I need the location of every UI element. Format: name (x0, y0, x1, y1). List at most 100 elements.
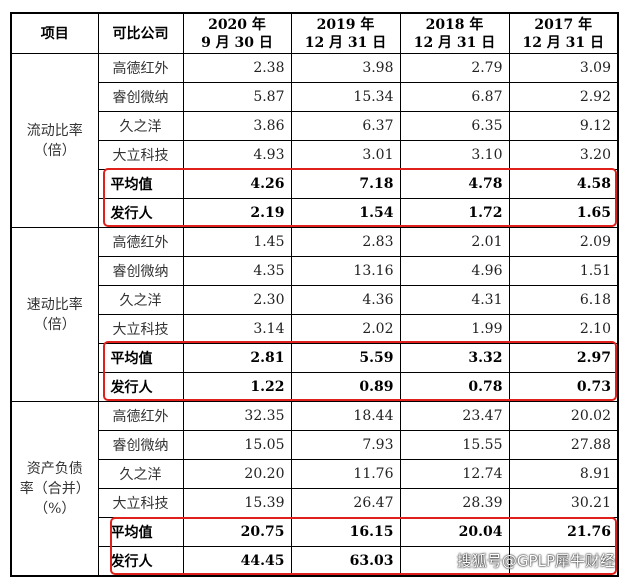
company-name: 睿创微纳 (97, 82, 184, 112)
value-cell: 1.99 (399, 314, 510, 344)
value-cell: 1.45 (182, 227, 292, 257)
value-cell: 2.97 (508, 343, 619, 373)
value-cell: 27.88 (508, 430, 619, 460)
table-row: 久之洋 20.20 11.76 12.74 8.91 (11, 459, 619, 489)
value-cell (508, 546, 619, 577)
company-name: 大立科技 (97, 314, 184, 344)
value-cell: 3.86 (182, 111, 292, 141)
company-name: 平均值 (97, 343, 184, 373)
table-row: 久之洋 3.86 6.37 6.35 9.12 (11, 111, 619, 141)
value-cell: 6.18 (508, 285, 619, 315)
table-row: 平均值 20.75 16.15 20.04 21.76 (11, 517, 619, 547)
value-cell (399, 546, 510, 577)
company-name: 久之洋 (97, 111, 184, 141)
value-cell: 23.47 (399, 401, 510, 431)
company-name: 睿创微纳 (97, 430, 184, 460)
value-cell: 2.83 (290, 227, 401, 257)
column-header: 2017 年 12 月 31 日 (508, 12, 619, 54)
value-cell: 3.20 (508, 140, 619, 170)
value-cell: 3.32 (399, 343, 510, 373)
value-cell: 4.96 (399, 256, 510, 286)
value-cell: 20.20 (182, 459, 292, 489)
table-row: 速动比率 （倍） 高德红外 1.45 2.83 2.01 2.09 (10, 227, 619, 402)
value-cell: 3.01 (290, 140, 401, 170)
table-row: 平均值 2.81 5.59 3.32 2.97 (11, 343, 619, 373)
company-name: 平均值 (97, 169, 184, 199)
value-cell: 8.91 (508, 459, 619, 489)
value-cell: 11.76 (290, 459, 401, 489)
value-cell: 30.21 (508, 488, 619, 518)
value-cell: 7.93 (290, 430, 401, 460)
value-cell: 28.39 (399, 488, 510, 518)
table-row: 睿创微纳 4.35 13.16 4.96 1.51 (11, 256, 619, 286)
company-name: 发行人 (97, 372, 184, 402)
value-cell: 5.59 (290, 343, 401, 373)
value-cell: 15.05 (182, 430, 292, 460)
watermark: 搜狐号@GPLP犀牛财经 (456, 552, 615, 570)
table-row: 睿创微纳 5.87 15.34 6.87 2.92 (11, 82, 619, 112)
value-cell: 2.09 (508, 227, 619, 257)
value-cell: 2.02 (290, 314, 401, 344)
value-cell: 2.92 (508, 82, 619, 112)
value-cell: 26.47 (290, 488, 401, 518)
value-cell: 9.12 (508, 111, 619, 141)
table-row: 发行人 44.45 63.03 (11, 546, 619, 577)
value-cell: 15.39 (182, 488, 292, 518)
table-row: 平均值 4.26 7.18 4.78 4.58 (11, 169, 619, 199)
value-cell: 1.22 (182, 372, 292, 402)
company-name: 高德红外 (97, 227, 184, 257)
value-cell: 4.26 (182, 169, 292, 199)
table-row: 发行人 1.22 0.89 0.78 0.73 (11, 372, 619, 402)
table-row: 资产负债 率（合并） （%） 高德红外 32.35 18.44 23.47 20.02 (10, 401, 619, 577)
value-cell: 1.65 (508, 198, 619, 228)
company-name: 发行人 (97, 546, 184, 577)
table-row: 发行人 2.19 1.54 1.72 1.65 (11, 198, 619, 228)
value-cell: 6.37 (290, 111, 401, 141)
table-row: 久之洋 2.30 4.36 4.31 6.18 (11, 285, 619, 315)
value-cell: 1.72 (399, 198, 510, 228)
value-cell: 32.35 (182, 401, 292, 431)
table-row: 流动比率 （倍） 高德红外 2.38 3.98 2.79 3.09 (10, 53, 619, 228)
value-cell: 2.01 (399, 227, 510, 257)
value-cell: 1.54 (290, 198, 401, 228)
value-cell: 3.10 (399, 140, 510, 170)
column-header: 2018 年 12 月 31 日 (399, 12, 510, 54)
value-cell: 4.31 (399, 285, 510, 315)
value-cell: 2.10 (508, 314, 619, 344)
table-row: 大立科技 3.14 2.02 1.99 2.10 (11, 314, 619, 344)
value-cell: 3.14 (182, 314, 292, 344)
value-cell: 5.87 (182, 82, 292, 112)
value-cell: 21.76 (508, 517, 619, 547)
value-cell: 13.16 (290, 256, 401, 286)
value-cell: 0.89 (290, 372, 401, 402)
metric-label: 流动比率 （倍） (10, 53, 99, 228)
value-cell: 20.04 (399, 517, 510, 547)
table-row: 睿创微纳 15.05 7.93 15.55 27.88 (11, 430, 619, 460)
company-name: 高德红外 (97, 401, 184, 431)
value-cell: 4.93 (182, 140, 292, 170)
value-cell: 44.45 (182, 546, 292, 577)
value-cell: 12.74 (399, 459, 510, 489)
value-cell: 3.98 (290, 53, 401, 83)
value-cell: 4.78 (399, 169, 510, 199)
value-cell: 4.36 (290, 285, 401, 315)
value-cell: 20.75 (182, 517, 292, 547)
company-name: 大立科技 (97, 140, 184, 170)
value-cell: 4.58 (508, 169, 619, 199)
metric-label: 速动比率 （倍） (10, 227, 99, 402)
header-row: 项目 可比公司 2020 年 9 月 30 日 2019 年 12 月 31 日 201… (10, 12, 619, 54)
table-row: 大立科技 15.39 26.47 28.39 30.21 (11, 488, 619, 518)
table-row: 大立科技 4.93 3.01 3.10 3.20 (11, 140, 619, 170)
value-cell: 4.35 (182, 256, 292, 286)
column-header: 项目 (10, 12, 99, 54)
value-cell: 63.03 (290, 546, 401, 577)
value-cell: 7.18 (290, 169, 401, 199)
company-name: 发行人 (97, 198, 184, 228)
company-name: 久之洋 (97, 285, 184, 315)
value-cell: 2.19 (182, 198, 292, 228)
value-cell: 18.44 (290, 401, 401, 431)
value-cell: 0.78 (399, 372, 510, 402)
metric-label: 资产负债 率（合并） （%） (10, 401, 99, 577)
financial-ratio-table: 项目 可比公司 2020 年 9 月 30 日 2019 年 12 月 31 日 201… (10, 12, 619, 577)
value-cell: 6.87 (399, 82, 510, 112)
